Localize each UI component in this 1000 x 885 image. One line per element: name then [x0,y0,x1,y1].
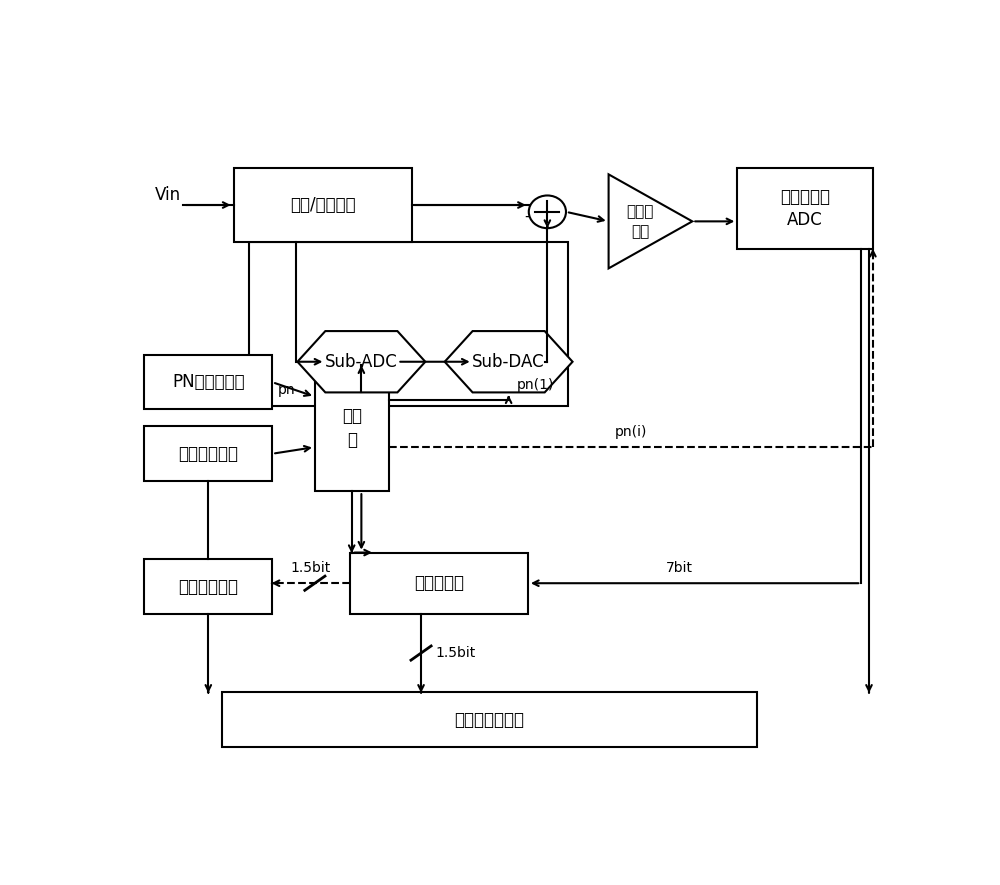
Bar [144,559,272,614]
Text: 7bit: 7bit [666,561,693,575]
Text: 选择
器: 选择 器 [342,407,362,449]
Text: 子校准模块: 子校准模块 [414,574,464,592]
Polygon shape [609,174,692,268]
Text: Sub-ADC: Sub-ADC [325,353,398,371]
Text: 控制信号模块: 控制信号模块 [178,445,238,463]
Text: 余量放
大器: 余量放 大器 [627,204,654,239]
Text: PN序列发生器: PN序列发生器 [172,373,245,391]
Bar [737,167,873,250]
Text: 数字量相加模块: 数字量相加模块 [454,711,524,728]
Text: 采样/保持电路: 采样/保持电路 [290,196,355,214]
Text: 误差补偿模块: 误差补偿模块 [178,578,238,596]
Bar [144,355,272,410]
Polygon shape [297,331,425,392]
Text: pn: pn [278,383,296,397]
Text: Sub-DAC: Sub-DAC [472,353,545,371]
Text: 1.5bit: 1.5bit [291,561,331,575]
Text: pn(i): pn(i) [614,425,647,439]
Polygon shape [445,331,573,392]
Bar [222,692,757,747]
Bar [144,427,272,481]
Circle shape [529,196,566,228]
Text: 后级流水线
ADC: 后级流水线 ADC [780,188,830,229]
Text: 1.5bit: 1.5bit [435,646,475,660]
Bar [234,167,412,242]
Bar [350,552,528,614]
Bar [315,366,388,491]
Text: pn(1): pn(1) [516,378,554,392]
Text: Vin: Vin [155,186,181,204]
Bar [249,242,568,406]
Text: -: - [524,209,530,224]
